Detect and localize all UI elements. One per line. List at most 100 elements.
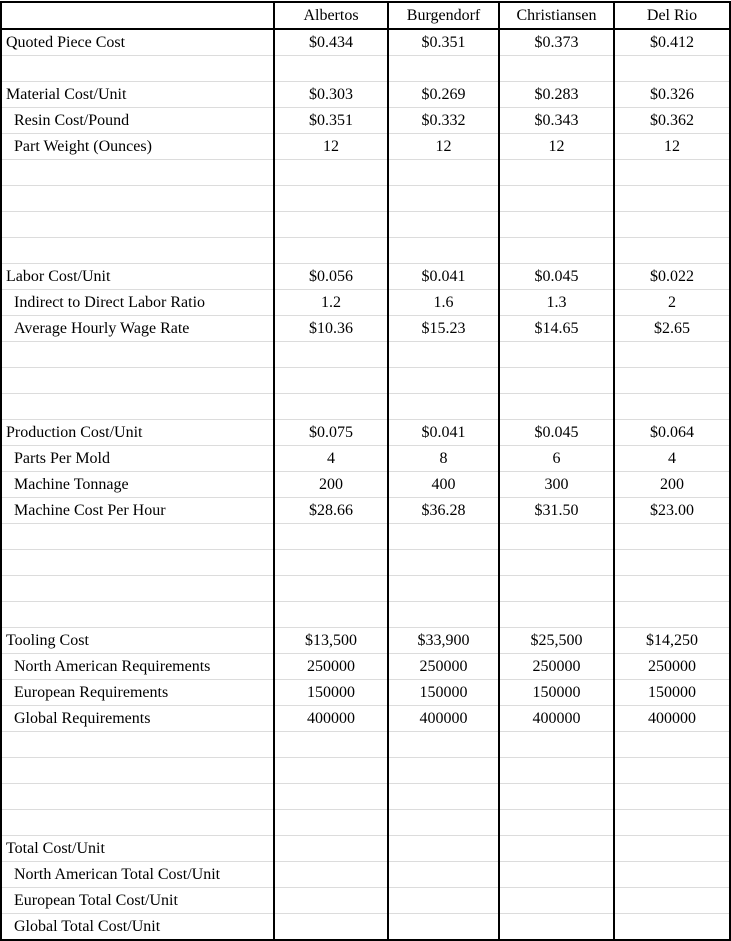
value-cell: 150000	[498, 679, 614, 706]
value-cell	[613, 237, 730, 264]
table-row: Resin Cost/Pound $0.351 $0.332 $0.343 $0.362	[1, 107, 730, 134]
value-cell: 12	[613, 133, 730, 160]
value-cell	[387, 211, 499, 238]
table-row: Global Total Cost/Unit	[1, 913, 730, 940]
value-cell	[498, 523, 614, 550]
table-row-empty	[1, 731, 730, 758]
value-cell: 150000	[613, 679, 730, 706]
value-cell	[273, 159, 388, 186]
value-cell	[387, 185, 499, 212]
value-cell: $2.65	[613, 315, 730, 342]
value-cell: 250000	[498, 653, 614, 680]
row-label-cell: Indirect to Direct Labor Ratio	[1, 289, 274, 316]
value-cell	[273, 575, 388, 602]
row-label-cell: North American Total Cost/Unit	[1, 861, 274, 888]
value-cell	[498, 887, 614, 914]
value-cell: 1.3	[498, 289, 614, 316]
value-cell	[613, 835, 730, 862]
table-row-empty	[1, 393, 730, 420]
value-cell	[273, 55, 388, 82]
value-cell	[613, 809, 730, 836]
value-cell	[498, 783, 614, 810]
value-cell: $0.041	[387, 419, 499, 446]
row-label-cell: Total Cost/Unit	[1, 835, 274, 862]
value-cell	[273, 549, 388, 576]
value-cell	[498, 731, 614, 758]
row-label-cell	[1, 367, 274, 394]
value-cell	[387, 835, 499, 862]
row-label-cell	[1, 523, 274, 550]
value-cell	[613, 861, 730, 888]
value-cell: 400000	[273, 705, 388, 732]
value-cell	[273, 185, 388, 212]
row-label-cell	[1, 757, 274, 784]
value-cell: 400000	[387, 705, 499, 732]
value-cell: $0.351	[273, 107, 388, 134]
value-cell	[387, 393, 499, 420]
row-label-cell: Resin Cost/Pound	[1, 107, 274, 134]
table-row: European Total Cost/Unit	[1, 887, 730, 914]
value-cell	[498, 809, 614, 836]
value-cell: $14,250	[613, 627, 730, 654]
row-label-cell	[1, 809, 274, 836]
value-cell: $0.075	[273, 419, 388, 446]
value-cell	[498, 601, 614, 628]
row-label-cell: European Requirements	[1, 679, 274, 706]
value-cell	[273, 367, 388, 394]
row-label-cell	[1, 601, 274, 628]
value-cell: 12	[387, 133, 499, 160]
table-row: Global Requirements 400000 400000 400000 400…	[1, 705, 730, 732]
value-cell	[498, 549, 614, 576]
value-cell	[273, 211, 388, 238]
row-label-cell	[1, 159, 274, 186]
table-row-empty	[1, 783, 730, 810]
table-row-empty	[1, 575, 730, 602]
value-cell	[387, 341, 499, 368]
value-cell	[498, 835, 614, 862]
value-cell: $0.434	[273, 28, 388, 56]
value-cell	[613, 601, 730, 628]
value-cell	[387, 757, 499, 784]
table-row: Total Cost/Unit	[1, 835, 730, 862]
value-cell	[273, 887, 388, 914]
table-row-empty	[1, 55, 730, 82]
value-cell: $0.303	[273, 81, 388, 108]
value-cell	[273, 731, 388, 758]
row-label-cell: Material Cost/Unit	[1, 81, 274, 108]
value-cell	[387, 783, 499, 810]
value-cell: 200	[273, 471, 388, 498]
table-row: Average Hourly Wage Rate $10.36 $15.23 $14.…	[1, 315, 730, 342]
row-label-cell: Parts Per Mold	[1, 445, 274, 472]
row-label-cell: Quoted Piece Cost	[1, 28, 274, 56]
value-cell	[613, 783, 730, 810]
table-row-empty	[1, 523, 730, 550]
table-row: European Requirements 150000 150000 150000 1…	[1, 679, 730, 706]
table-row-empty	[1, 185, 730, 212]
value-cell	[498, 55, 614, 82]
table-row: Labor Cost/Unit $0.056 $0.041 $0.045 $0.022	[1, 263, 730, 290]
value-cell: $0.022	[613, 263, 730, 290]
value-cell	[498, 575, 614, 602]
row-label-cell: Part Weight (Ounces)	[1, 133, 274, 160]
row-label-cell	[1, 549, 274, 576]
table-row: North American Total Cost/Unit	[1, 861, 730, 888]
value-cell: 250000	[387, 653, 499, 680]
table-row: Parts Per Mold 4 8 6 4	[1, 445, 730, 472]
value-cell	[613, 731, 730, 758]
value-cell	[273, 393, 388, 420]
value-cell: $0.041	[387, 263, 499, 290]
value-cell	[613, 549, 730, 576]
value-cell	[273, 523, 388, 550]
value-cell: $0.373	[498, 28, 614, 56]
table-body: Quoted Piece Cost $0.434 $0.351 $0.373 $0.41…	[1, 28, 730, 940]
value-cell: $0.269	[387, 81, 499, 108]
value-cell	[498, 913, 614, 940]
value-cell	[387, 809, 499, 836]
table-row-empty	[1, 367, 730, 394]
value-cell	[613, 341, 730, 368]
value-cell: $0.362	[613, 107, 730, 134]
value-cell	[273, 757, 388, 784]
table-row-empty	[1, 809, 730, 836]
header-cell-christiansen: Christiansen	[498, 2, 614, 30]
value-cell: 4	[273, 445, 388, 472]
